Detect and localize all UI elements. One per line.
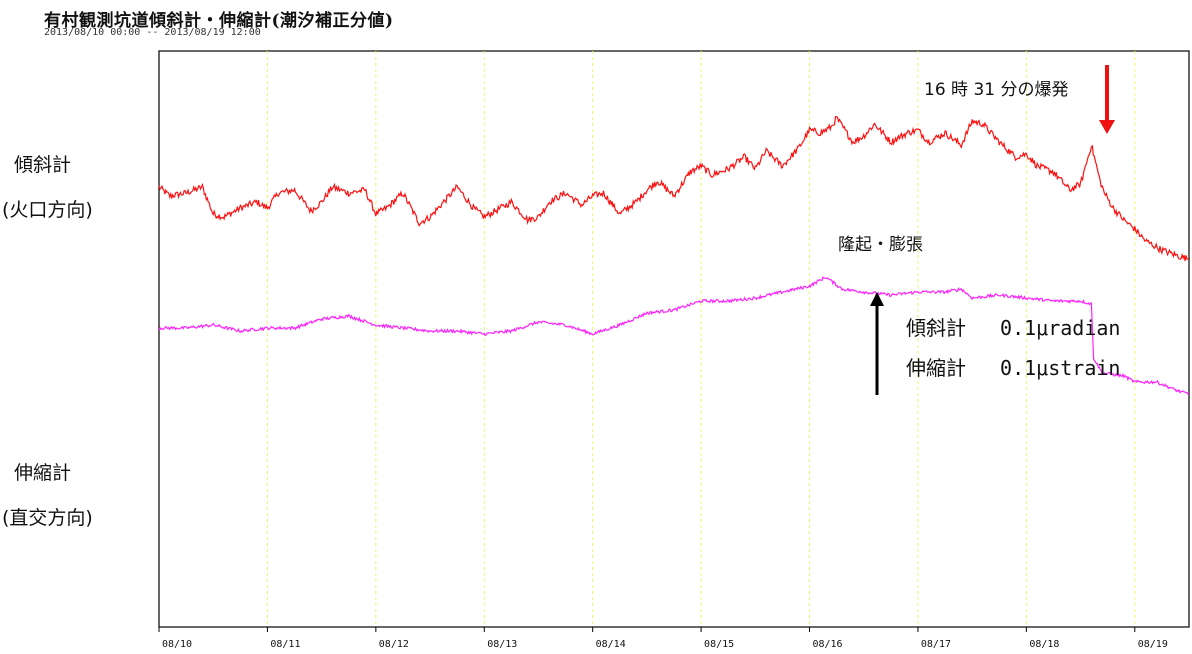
chart-title: 有村観測坑道傾斜計・伸縮計(潮汐補正分値) [44,11,394,31]
x-tick-label: 08/19 [1138,639,1168,650]
extensometer-series-line [158,276,1190,396]
ext-direction-label: (直交方向) [2,507,93,529]
x-tick-label: 08/10 [162,639,192,650]
scale-ext-row: 伸縮計 0.1μstrain [906,352,1120,381]
grid-lines [266,51,1136,627]
scale-ext-name: 伸縮計 [906,356,966,380]
uplift-annotation: 隆起・膨張 [838,235,923,255]
plot-frame [158,50,1190,628]
tilt-series-line [158,115,1190,262]
x-tick-label: 08/16 [812,639,842,650]
scale-ext-value: 0.1μstrain [1000,356,1121,380]
chart-subtitle: 2013/08/10 00:00 -- 2013/08/19 12:00 [44,27,261,38]
extensometer-side-label: 伸縮計 (直交方向) [0,458,150,530]
tilt-direction-label: (火口方向) [2,199,93,221]
x-tick-label: 08/14 [596,639,626,650]
scale-tilt-value: 0.1μradian [1000,316,1121,340]
x-axis-ticks: 08/10 08/11 08/12 08/13 08/14 08/15 08/16 08/17… [158,627,1168,650]
x-tick-label: 08/12 [379,639,409,650]
series-lines [158,115,1190,396]
x-tick-label: 08/13 [487,639,517,650]
x-tick-label: 08/15 [704,639,734,650]
x-tick-label: 08/17 [921,639,951,650]
tilt-name-label: 傾斜計 [14,154,72,176]
eruption-annotation: 16 時 31 分の爆発 [924,80,1069,100]
x-tick-label: 08/18 [1029,639,1059,650]
scale-tilt-name: 傾斜計 [906,316,966,340]
x-tick-label: 08/11 [270,639,300,650]
eruption-arrow [1099,65,1115,134]
ext-name-label: 伸縮計 [14,462,72,484]
uplift-arrow [870,292,884,395]
scale-tilt-row: 傾斜計 0.1μradian [906,312,1120,341]
tilt-side-label: 傾斜計 (火口方向) [0,150,150,222]
